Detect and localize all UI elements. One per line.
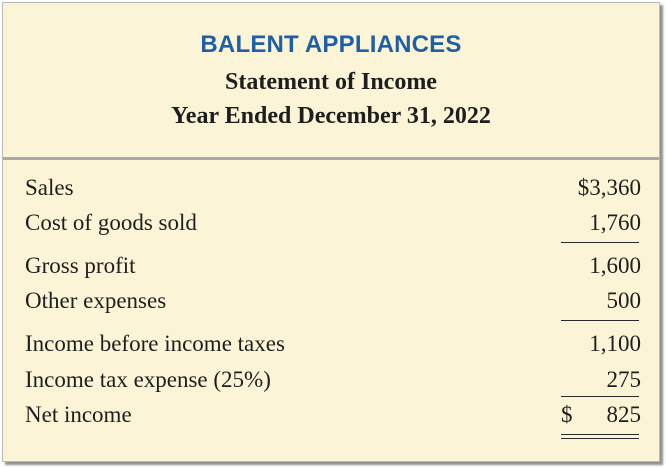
income-before-taxes-row: Income before income taxes 1,100 — [25, 331, 641, 361]
statement-header: BALENT APPLIANCES Statement of Income Ye… — [3, 3, 659, 161]
net-income-currency: $ — [561, 402, 573, 427]
sales-label: Sales — [25, 175, 74, 200]
income-before-taxes-amount: 1,100 — [589, 331, 641, 356]
statement-period: Year Ended December 31, 2022 — [171, 103, 491, 129]
pretax-income-subtotal-rule — [561, 320, 639, 321]
net-income-double-rule-top — [561, 434, 639, 435]
header-divider — [3, 157, 659, 160]
net-income-value: 825 — [606, 402, 642, 427]
cost-of-goods-sold-row: Cost of goods sold 1,760 — [25, 210, 641, 240]
net-income-subtotal-rule — [561, 396, 639, 397]
other-expenses-amount: 500 — [606, 288, 642, 313]
other-expenses-label: Other expenses — [25, 288, 167, 313]
income-tax-expense-amount: 275 — [606, 367, 642, 392]
cost-of-goods-sold-amount: 1,760 — [589, 210, 641, 235]
net-income-double-rule-bottom — [561, 438, 639, 439]
gross-profit-label: Gross profit — [25, 253, 136, 278]
net-income-row: Net income $ 825 — [25, 402, 641, 432]
company-name: BALENT APPLIANCES — [200, 31, 462, 58]
cost-of-goods-sold-label: Cost of goods sold — [25, 210, 197, 235]
income-tax-expense-row: Income tax expense (25%) 275 — [25, 367, 641, 397]
income-before-taxes-label: Income before income taxes — [25, 331, 285, 356]
gross-profit-amount: 1,600 — [589, 253, 641, 278]
income-statement: BALENT APPLIANCES Statement of Income Ye… — [2, 2, 660, 462]
gross-profit-row: Gross profit 1,600 — [25, 253, 641, 283]
statement-title: Statement of Income — [225, 69, 437, 95]
sales-amount: $3,360 — [577, 175, 641, 200]
sales-row: Sales $3,360 — [25, 175, 641, 205]
gross-profit-subtotal-rule — [561, 242, 639, 243]
net-income-amount: $ 825 — [561, 402, 641, 432]
net-income-label: Net income — [25, 402, 132, 427]
other-expenses-row: Other expenses 500 — [25, 288, 641, 318]
income-tax-expense-label: Income tax expense (25%) — [25, 367, 271, 392]
